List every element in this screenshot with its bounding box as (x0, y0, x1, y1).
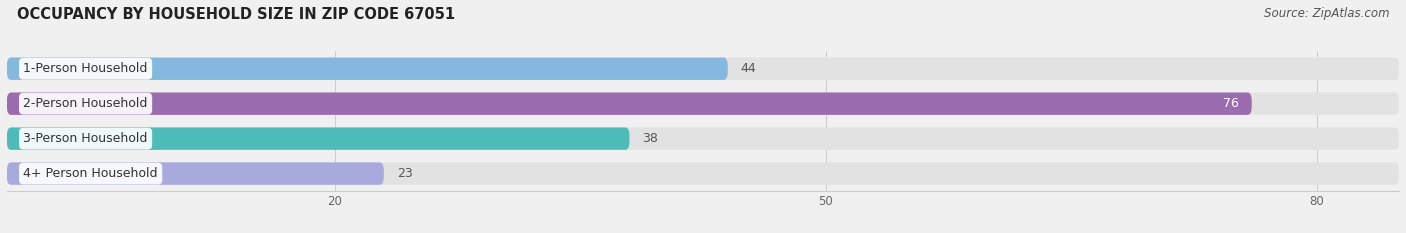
Text: 1-Person Household: 1-Person Household (24, 62, 148, 75)
Text: OCCUPANCY BY HOUSEHOLD SIZE IN ZIP CODE 67051: OCCUPANCY BY HOUSEHOLD SIZE IN ZIP CODE … (17, 7, 456, 22)
FancyBboxPatch shape (7, 162, 384, 185)
Text: 2-Person Household: 2-Person Household (24, 97, 148, 110)
FancyBboxPatch shape (7, 162, 1399, 185)
FancyBboxPatch shape (7, 93, 1399, 115)
Text: 23: 23 (396, 167, 412, 180)
Text: 4+ Person Household: 4+ Person Household (24, 167, 157, 180)
FancyBboxPatch shape (7, 127, 1399, 150)
Text: 44: 44 (741, 62, 756, 75)
FancyBboxPatch shape (7, 93, 1251, 115)
Text: 3-Person Household: 3-Person Household (24, 132, 148, 145)
FancyBboxPatch shape (7, 58, 1399, 80)
Text: Source: ZipAtlas.com: Source: ZipAtlas.com (1264, 7, 1389, 20)
FancyBboxPatch shape (7, 58, 728, 80)
Text: 76: 76 (1223, 97, 1239, 110)
FancyBboxPatch shape (7, 127, 630, 150)
Text: 38: 38 (643, 132, 658, 145)
